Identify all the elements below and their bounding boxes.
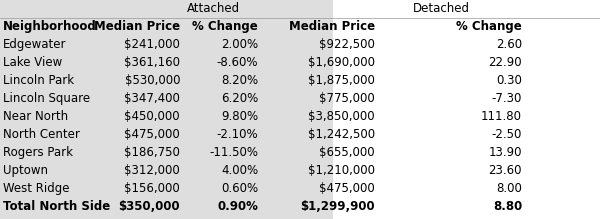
Text: $475,000: $475,000 [319, 182, 375, 195]
Text: 2.00%: 2.00% [221, 38, 258, 51]
Text: 0.90%: 0.90% [217, 200, 258, 213]
Text: $312,000: $312,000 [124, 164, 180, 177]
Text: $1,210,000: $1,210,000 [308, 164, 375, 177]
Text: Lincoln Park: Lincoln Park [3, 74, 74, 87]
Text: Rogers Park: Rogers Park [3, 146, 73, 159]
Text: Detached: Detached [413, 2, 470, 16]
Text: 0.60%: 0.60% [221, 182, 258, 195]
Text: % Change: % Change [192, 20, 258, 34]
Text: $655,000: $655,000 [319, 146, 375, 159]
Text: West Ridge: West Ridge [3, 182, 70, 195]
Text: $186,750: $186,750 [124, 146, 180, 159]
Text: Uptown: Uptown [3, 164, 48, 177]
Text: Lincoln Square: Lincoln Square [3, 92, 90, 105]
Text: % Change: % Change [456, 20, 522, 34]
Text: Attached: Attached [187, 2, 239, 16]
Text: 2.60: 2.60 [496, 38, 522, 51]
Text: $1,299,900: $1,299,900 [301, 200, 375, 213]
Text: $1,875,000: $1,875,000 [308, 74, 375, 87]
Text: $530,000: $530,000 [125, 74, 180, 87]
Text: $361,160: $361,160 [124, 56, 180, 69]
Text: Lake View: Lake View [3, 56, 62, 69]
Text: $1,690,000: $1,690,000 [308, 56, 375, 69]
Text: -2.50: -2.50 [491, 128, 522, 141]
Text: 0.30: 0.30 [496, 74, 522, 87]
Text: 9.80%: 9.80% [221, 110, 258, 123]
Text: $450,000: $450,000 [124, 110, 180, 123]
Bar [333, 0, 600, 219]
Text: $775,000: $775,000 [319, 92, 375, 105]
Text: $241,000: $241,000 [124, 38, 180, 51]
Text: -8.60%: -8.60% [217, 56, 258, 69]
Text: 13.90: 13.90 [488, 146, 522, 159]
Text: Total North Side: Total North Side [3, 200, 110, 213]
Text: Edgewater: Edgewater [3, 38, 67, 51]
Text: $1,242,500: $1,242,500 [308, 128, 375, 141]
Text: -11.50%: -11.50% [209, 146, 258, 159]
Text: $350,000: $350,000 [118, 200, 180, 213]
Text: Near North: Near North [3, 110, 68, 123]
Text: 8.20%: 8.20% [221, 74, 258, 87]
Text: -7.30: -7.30 [491, 92, 522, 105]
Text: 6.20%: 6.20% [221, 92, 258, 105]
Text: $3,850,000: $3,850,000 [308, 110, 375, 123]
Text: -2.10%: -2.10% [217, 128, 258, 141]
Text: 111.80: 111.80 [481, 110, 522, 123]
Text: 4.00%: 4.00% [221, 164, 258, 177]
Text: $475,000: $475,000 [124, 128, 180, 141]
Text: Median Price: Median Price [94, 20, 180, 34]
Text: North Center: North Center [3, 128, 80, 141]
Text: $156,000: $156,000 [124, 182, 180, 195]
Text: Median Price: Median Price [289, 20, 375, 34]
Text: Neighborhood: Neighborhood [3, 20, 97, 34]
Text: $922,500: $922,500 [319, 38, 375, 51]
Text: 23.60: 23.60 [488, 164, 522, 177]
Text: 22.90: 22.90 [488, 56, 522, 69]
Text: 8.80: 8.80 [493, 200, 522, 213]
Text: $347,400: $347,400 [124, 92, 180, 105]
Text: 8.00: 8.00 [496, 182, 522, 195]
